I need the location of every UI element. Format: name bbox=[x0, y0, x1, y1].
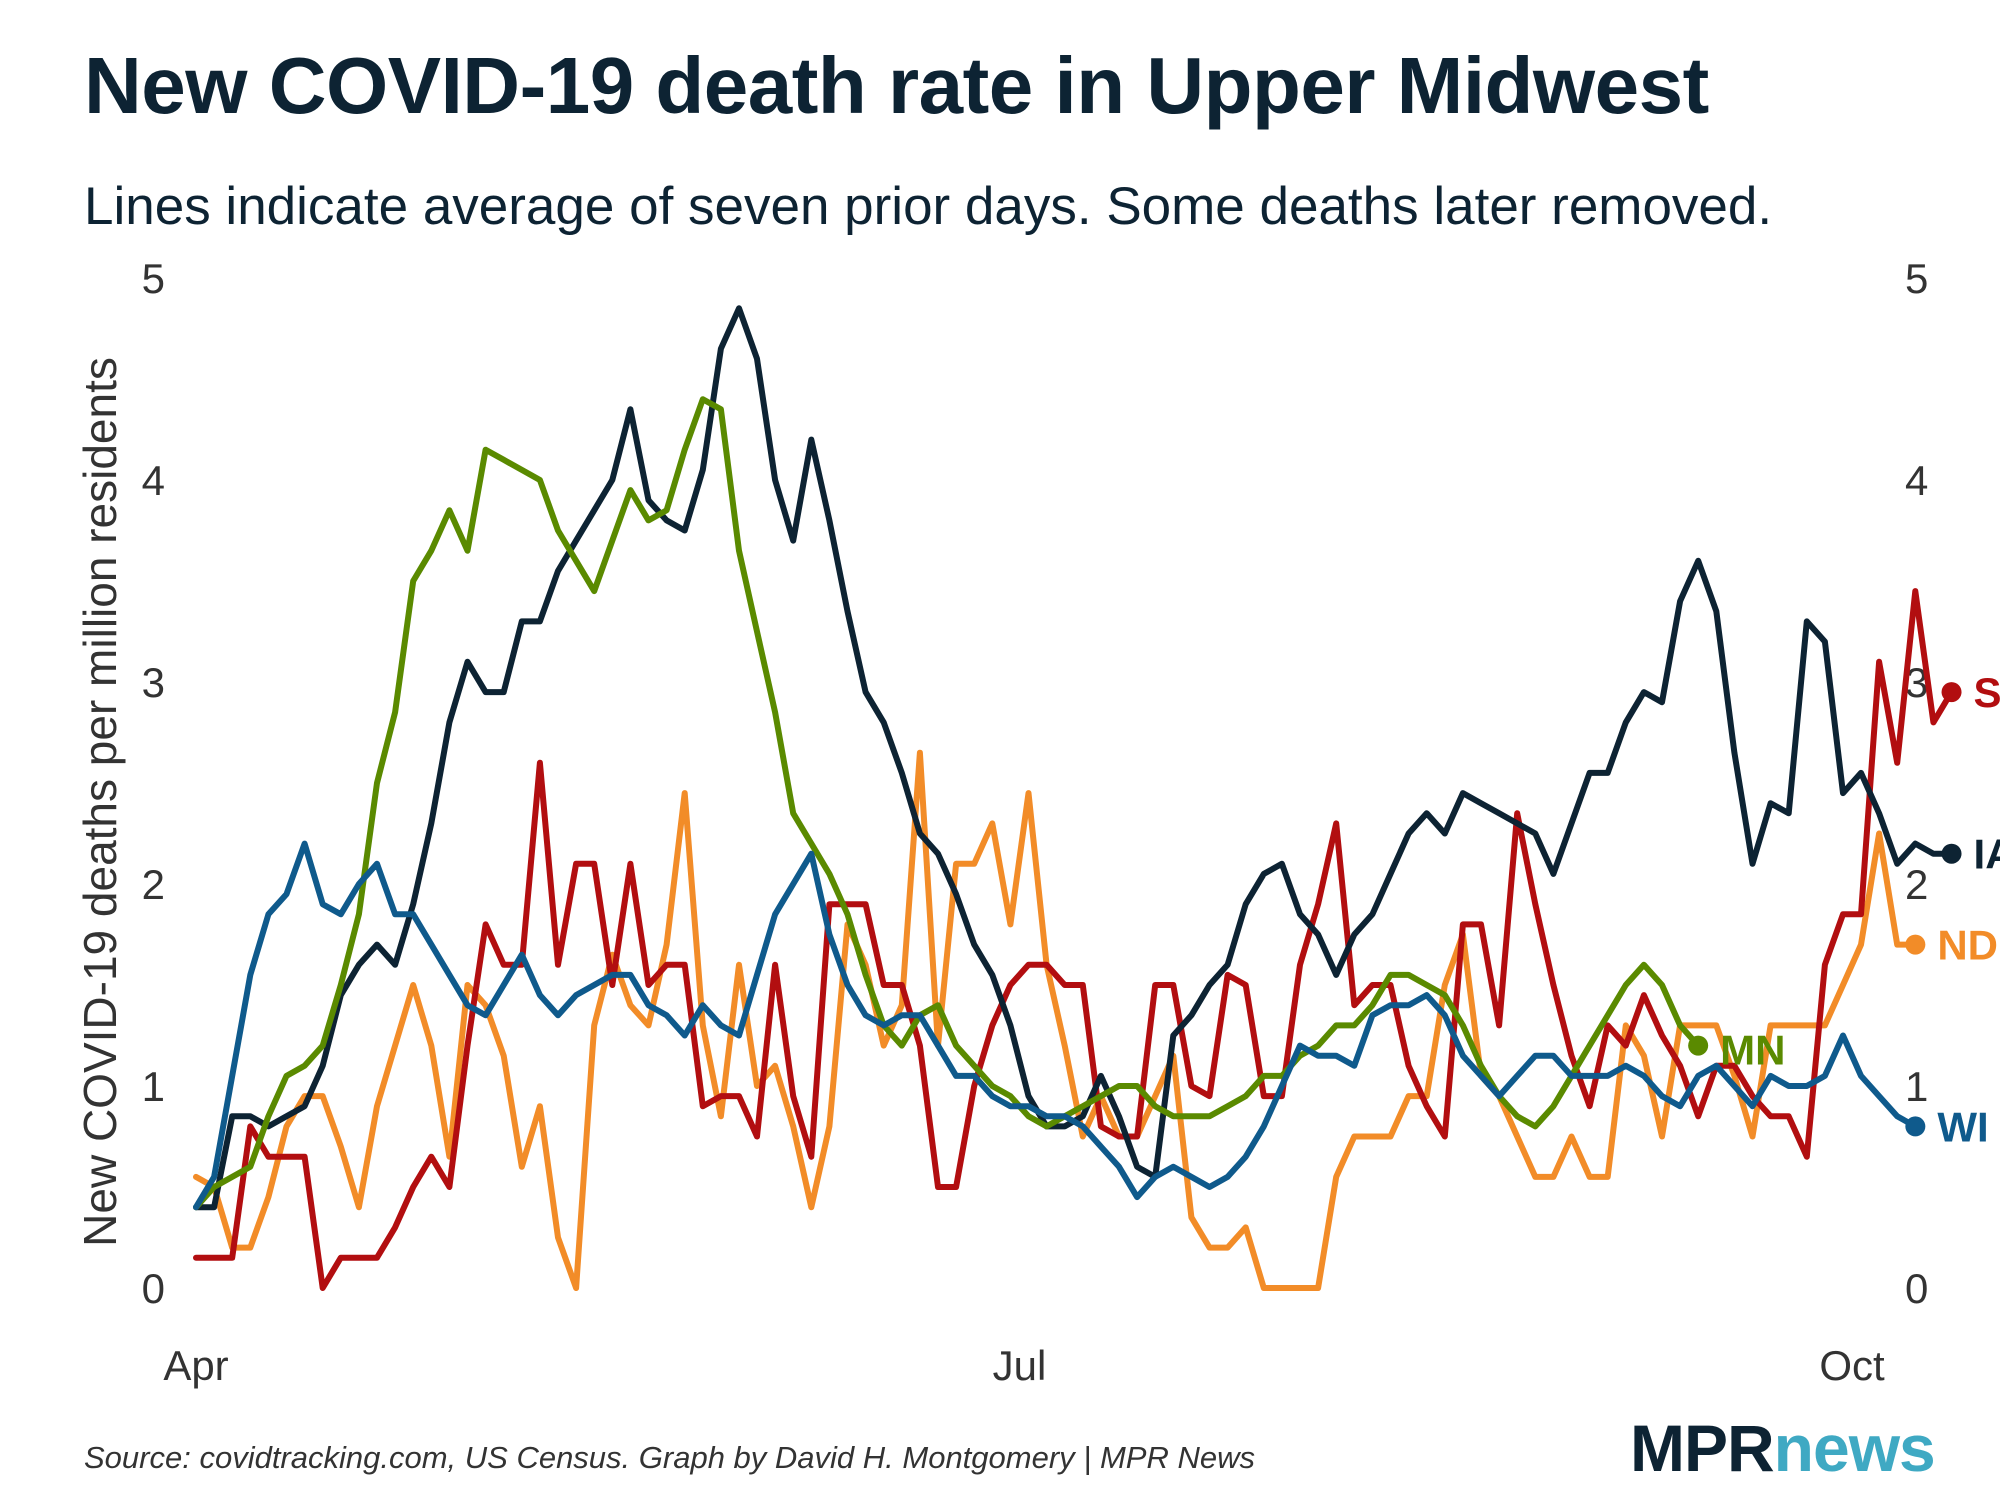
y-tick-right-0: 0 bbox=[1905, 1265, 1928, 1312]
series-end-labels: ND SD IA MN WI bbox=[1688, 669, 2000, 1150]
end-dot-wi bbox=[1905, 1116, 1926, 1137]
end-dot-sd bbox=[1941, 682, 1962, 703]
series-label-ia: IA bbox=[1974, 831, 2000, 878]
chart-subtitle: Lines indicate average of seven prior da… bbox=[84, 177, 1773, 236]
y-axis-right: 0 1 2 3 4 5 bbox=[1905, 255, 1928, 1312]
x-tick-oct: Oct bbox=[1819, 1342, 1885, 1389]
end-dot-mn bbox=[1688, 1035, 1709, 1056]
series-label-mn: MN bbox=[1720, 1027, 1785, 1074]
line-chart: New COVID-19 deaths per million resident… bbox=[74, 255, 2000, 1389]
x-axis: Apr Jul Oct bbox=[163, 1342, 1885, 1389]
logo-mpr: MPR bbox=[1630, 1411, 1775, 1485]
end-dot-ia bbox=[1941, 843, 1962, 864]
y-tick-left-5: 5 bbox=[142, 255, 165, 302]
y-axis-label: New COVID-19 deaths per million resident… bbox=[74, 357, 126, 1247]
source-note: Source: covidtracking.com, US Census. Gr… bbox=[84, 1440, 1255, 1475]
series-lines bbox=[193, 305, 1955, 1291]
end-dot-nd bbox=[1905, 934, 1926, 955]
chart-title: New COVID-19 death rate in Upper Midwest bbox=[84, 41, 1709, 130]
y-tick-right-3: 3 bbox=[1905, 659, 1928, 706]
series-line-sd bbox=[193, 588, 1955, 1291]
x-tick-apr: Apr bbox=[163, 1342, 228, 1389]
series-line-wi bbox=[193, 840, 1919, 1211]
y-tick-left-3: 3 bbox=[142, 659, 165, 706]
y-tick-right-4: 4 bbox=[1905, 457, 1928, 504]
y-axis-left: 0 1 2 3 4 5 bbox=[142, 255, 165, 1312]
series-label-wi: WI bbox=[1937, 1103, 1988, 1150]
y-tick-left-4: 4 bbox=[142, 457, 165, 504]
series-line-mn bbox=[193, 396, 1702, 1211]
y-tick-right-5: 5 bbox=[1905, 255, 1928, 302]
series-label-sd: SD bbox=[1974, 669, 2000, 716]
y-tick-right-2: 2 bbox=[1905, 861, 1928, 908]
series-label-nd: ND bbox=[1937, 922, 1998, 969]
y-tick-right-1: 1 bbox=[1905, 1063, 1928, 1110]
y-tick-left-0: 0 bbox=[142, 1265, 165, 1312]
logo-news: news bbox=[1773, 1411, 1936, 1485]
x-tick-jul: Jul bbox=[993, 1342, 1047, 1389]
y-tick-left-2: 2 bbox=[142, 861, 165, 908]
y-tick-left-1: 1 bbox=[142, 1063, 165, 1110]
mpr-news-logo: MPRnews bbox=[1630, 1410, 1936, 1486]
